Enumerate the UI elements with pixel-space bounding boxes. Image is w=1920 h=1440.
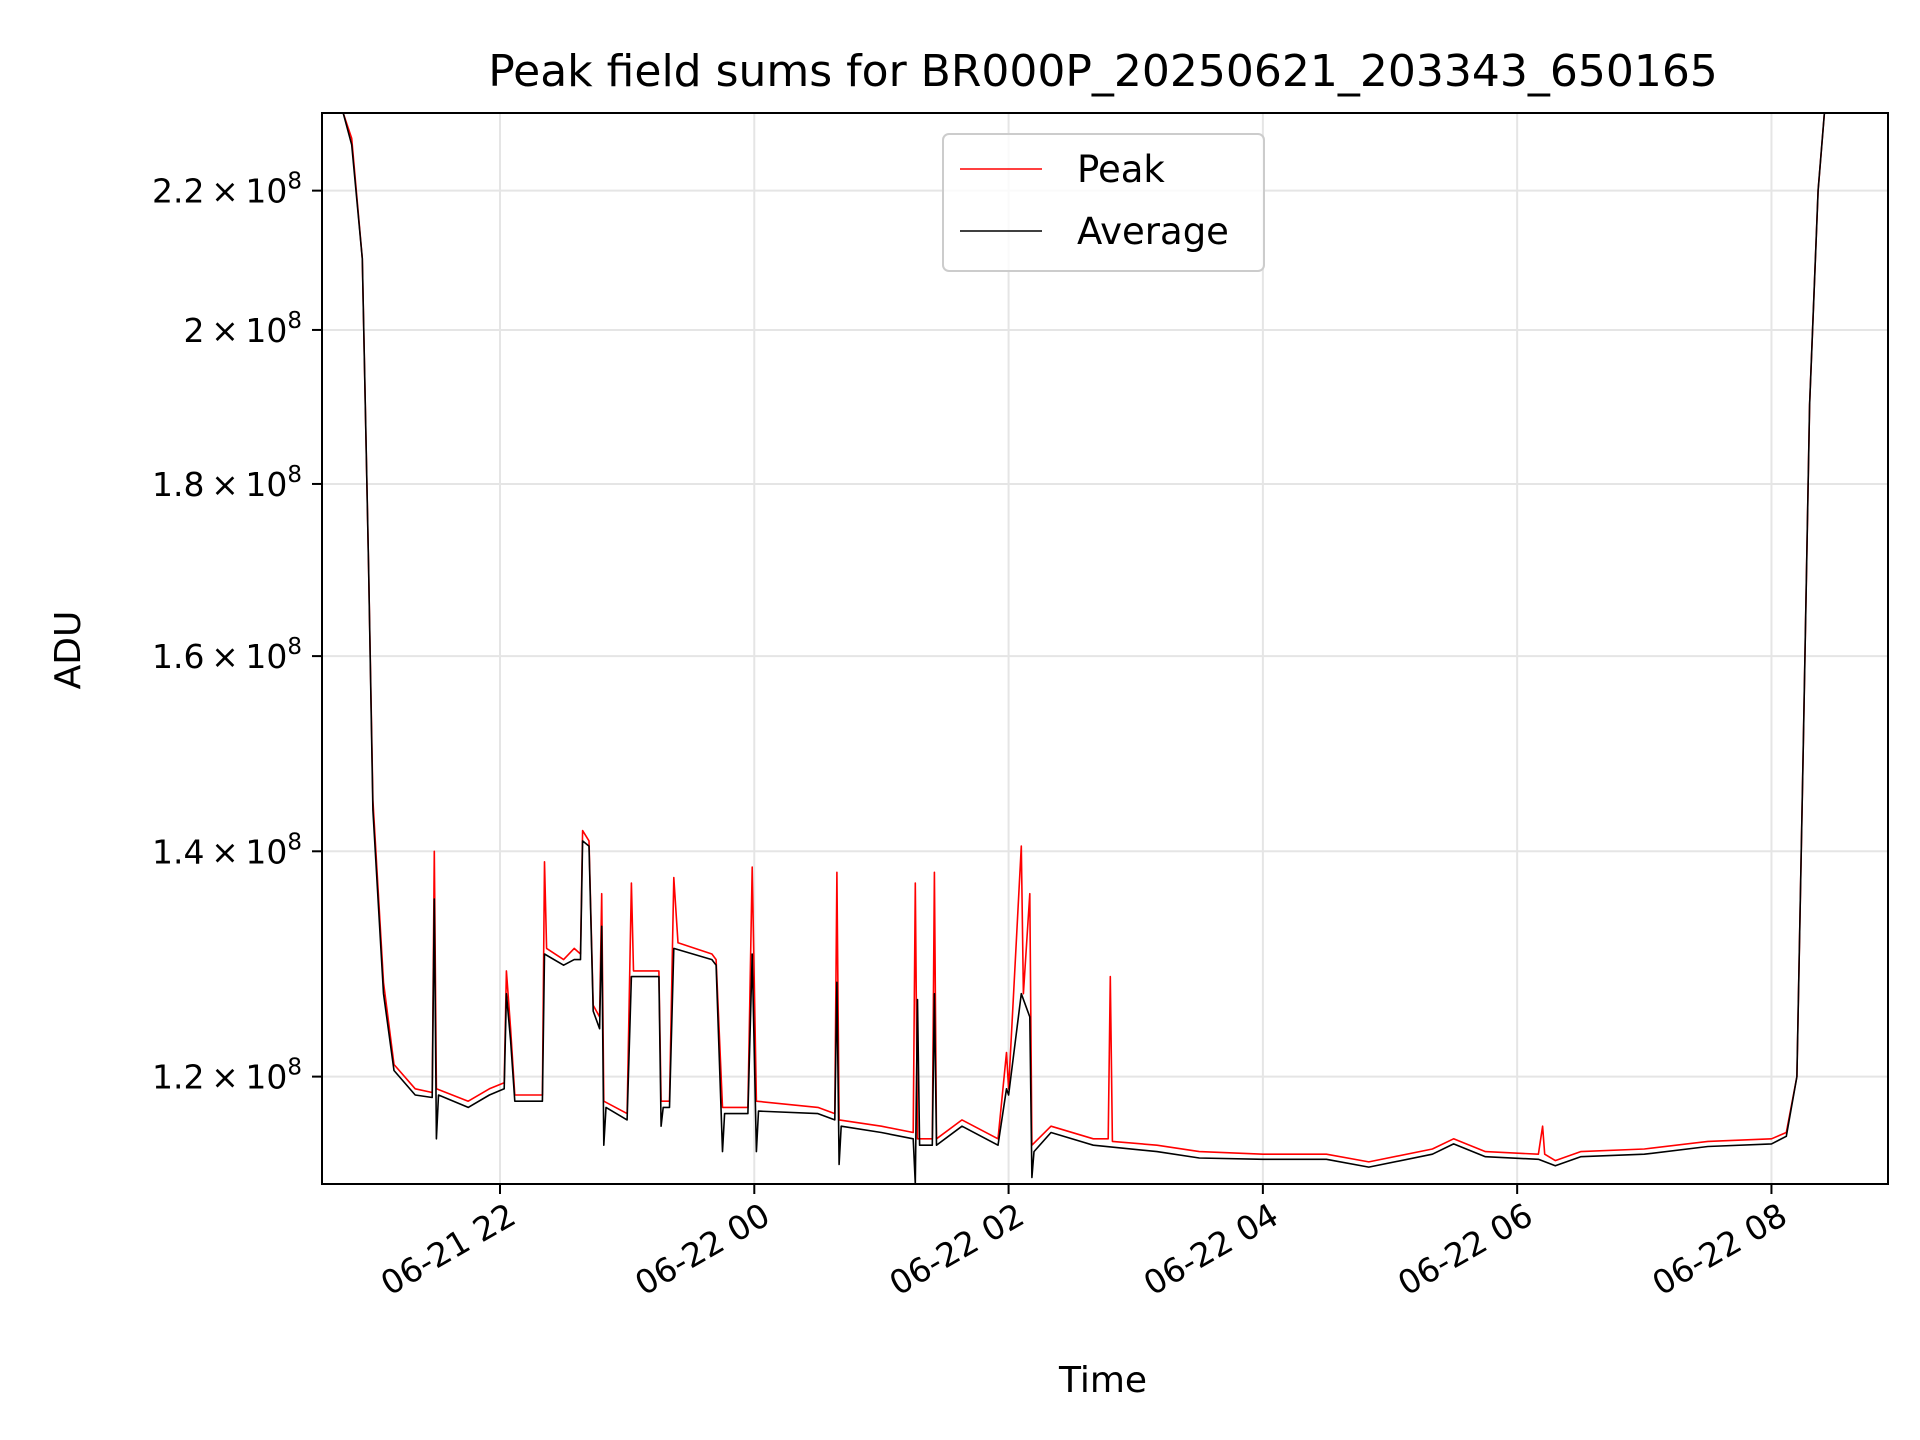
x-axis-label: Time (1058, 1360, 1147, 1401)
series-line-average (322, 112, 1888, 1185)
plot-frame (321, 112, 1889, 1185)
y-tick-label-4: 2 × 108 (184, 308, 302, 350)
legend: Peak Average (942, 133, 1265, 272)
legend-label-average: Average (1077, 210, 1229, 253)
y-axis-label: ADU (48, 611, 89, 690)
y-axis: 1.2 × 108 1.4 × 108 1.6 × 108 1.8 × 108 2 × … (152, 169, 322, 1097)
y-tick-label-3: 1.8 × 108 (152, 462, 302, 504)
y-tick-label-2: 1.6 × 108 (152, 634, 302, 676)
series-layer (322, 112, 1888, 1185)
y-tick-label-1: 1.4 × 108 (152, 829, 302, 871)
chart-title: Peak field sums for BR000P_20250621_2033… (488, 46, 1718, 97)
y-tick-label-5: 2.2 × 108 (152, 169, 302, 211)
legend-label-peak: Peak (1077, 148, 1165, 191)
y-tick-label-0: 1.2 × 108 (152, 1055, 302, 1097)
